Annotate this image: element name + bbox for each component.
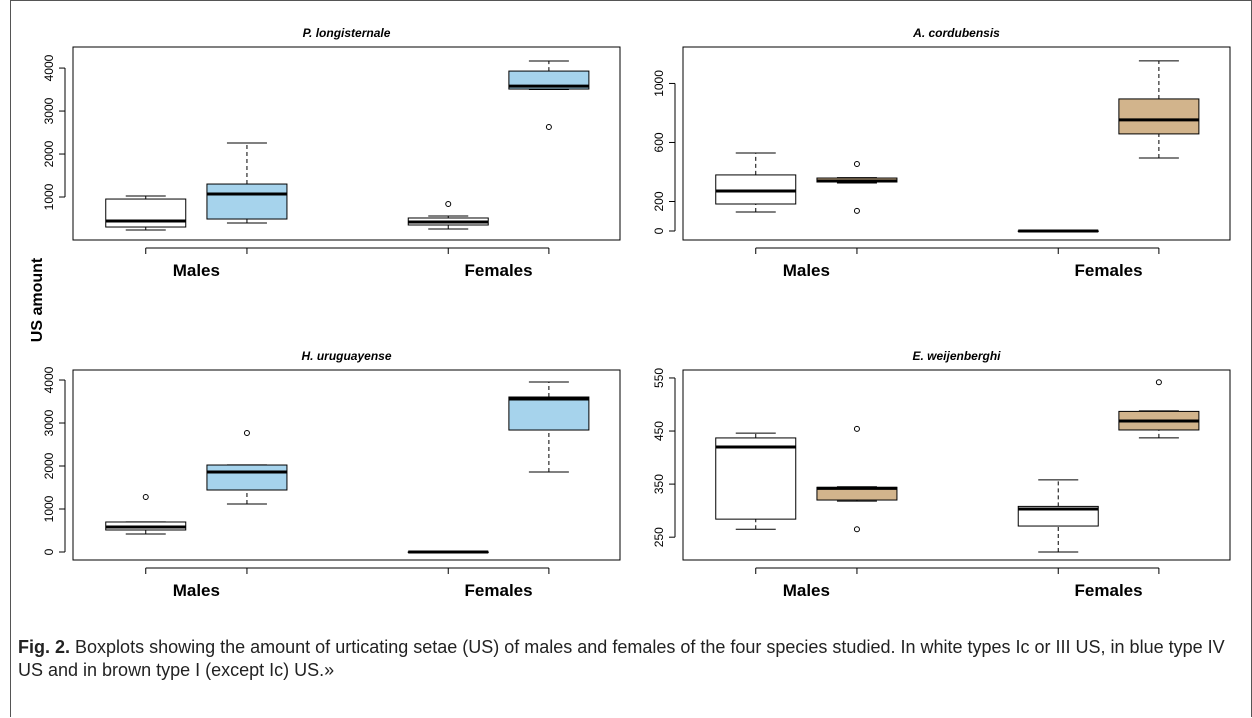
box [206,464,288,491]
y-tick-label: 200 [652,191,666,211]
panel-title: A. cordubensis [912,26,1000,40]
box [1017,505,1099,527]
outlier [243,430,250,437]
plot-frame [72,46,621,241]
group-label: Males [173,581,220,600]
group-label: Females [1075,581,1143,600]
y-tick-label: 1000 [42,495,56,522]
plot-frame [72,369,621,561]
panel-title: P. longisternale [303,26,391,40]
outlier [142,494,149,501]
outlier [853,425,860,432]
panel-title: E. weijenberghi [912,349,1001,363]
caption: Fig. 2. Boxplots showing the amount of u… [18,636,1240,682]
group-label: Males [783,261,830,280]
outlier [1155,379,1162,386]
y-tick-label: 3000 [42,409,56,436]
box [508,396,590,431]
box [1118,98,1200,135]
group-label: Males [783,581,830,600]
outlier [853,526,860,533]
y-tick-label: 350 [652,474,666,494]
y-tick-label: 0 [42,548,56,555]
y-tick-label: 250 [652,527,666,547]
y-tick-label: 3000 [42,97,56,124]
box [206,183,288,220]
panel-title: H. uruguayense [301,349,391,363]
group-label: Males [173,261,220,280]
box [105,198,187,228]
outlier [445,201,452,208]
y-tick-label: 4000 [42,54,56,81]
plot-frame [682,369,1231,561]
y-tick-label: 1000 [652,70,666,97]
plot-frame [682,46,1231,241]
caption-label: Fig. 2. [18,637,71,657]
y-tick-label: 450 [652,421,666,441]
y-tick-label: 2000 [42,452,56,479]
group-label: Females [1075,261,1143,280]
box [715,174,797,205]
y-tick-label: 550 [652,368,666,388]
caption-text: Boxplots showing the amount of urticatin… [18,637,1225,680]
y-tick-label: 1000 [42,183,56,210]
group-label: Females [465,261,533,280]
y-tick-label: 0 [652,227,666,234]
y-tick-label: 600 [652,132,666,152]
outlier [853,207,860,214]
y-tick-label: 2000 [42,140,56,167]
y-axis-label: US amount [29,257,46,342]
y-tick-label: 4000 [42,366,56,393]
box [508,70,590,90]
group-label: Females [465,581,533,600]
outlier [853,161,860,168]
box [715,437,797,520]
outlier [545,124,552,131]
